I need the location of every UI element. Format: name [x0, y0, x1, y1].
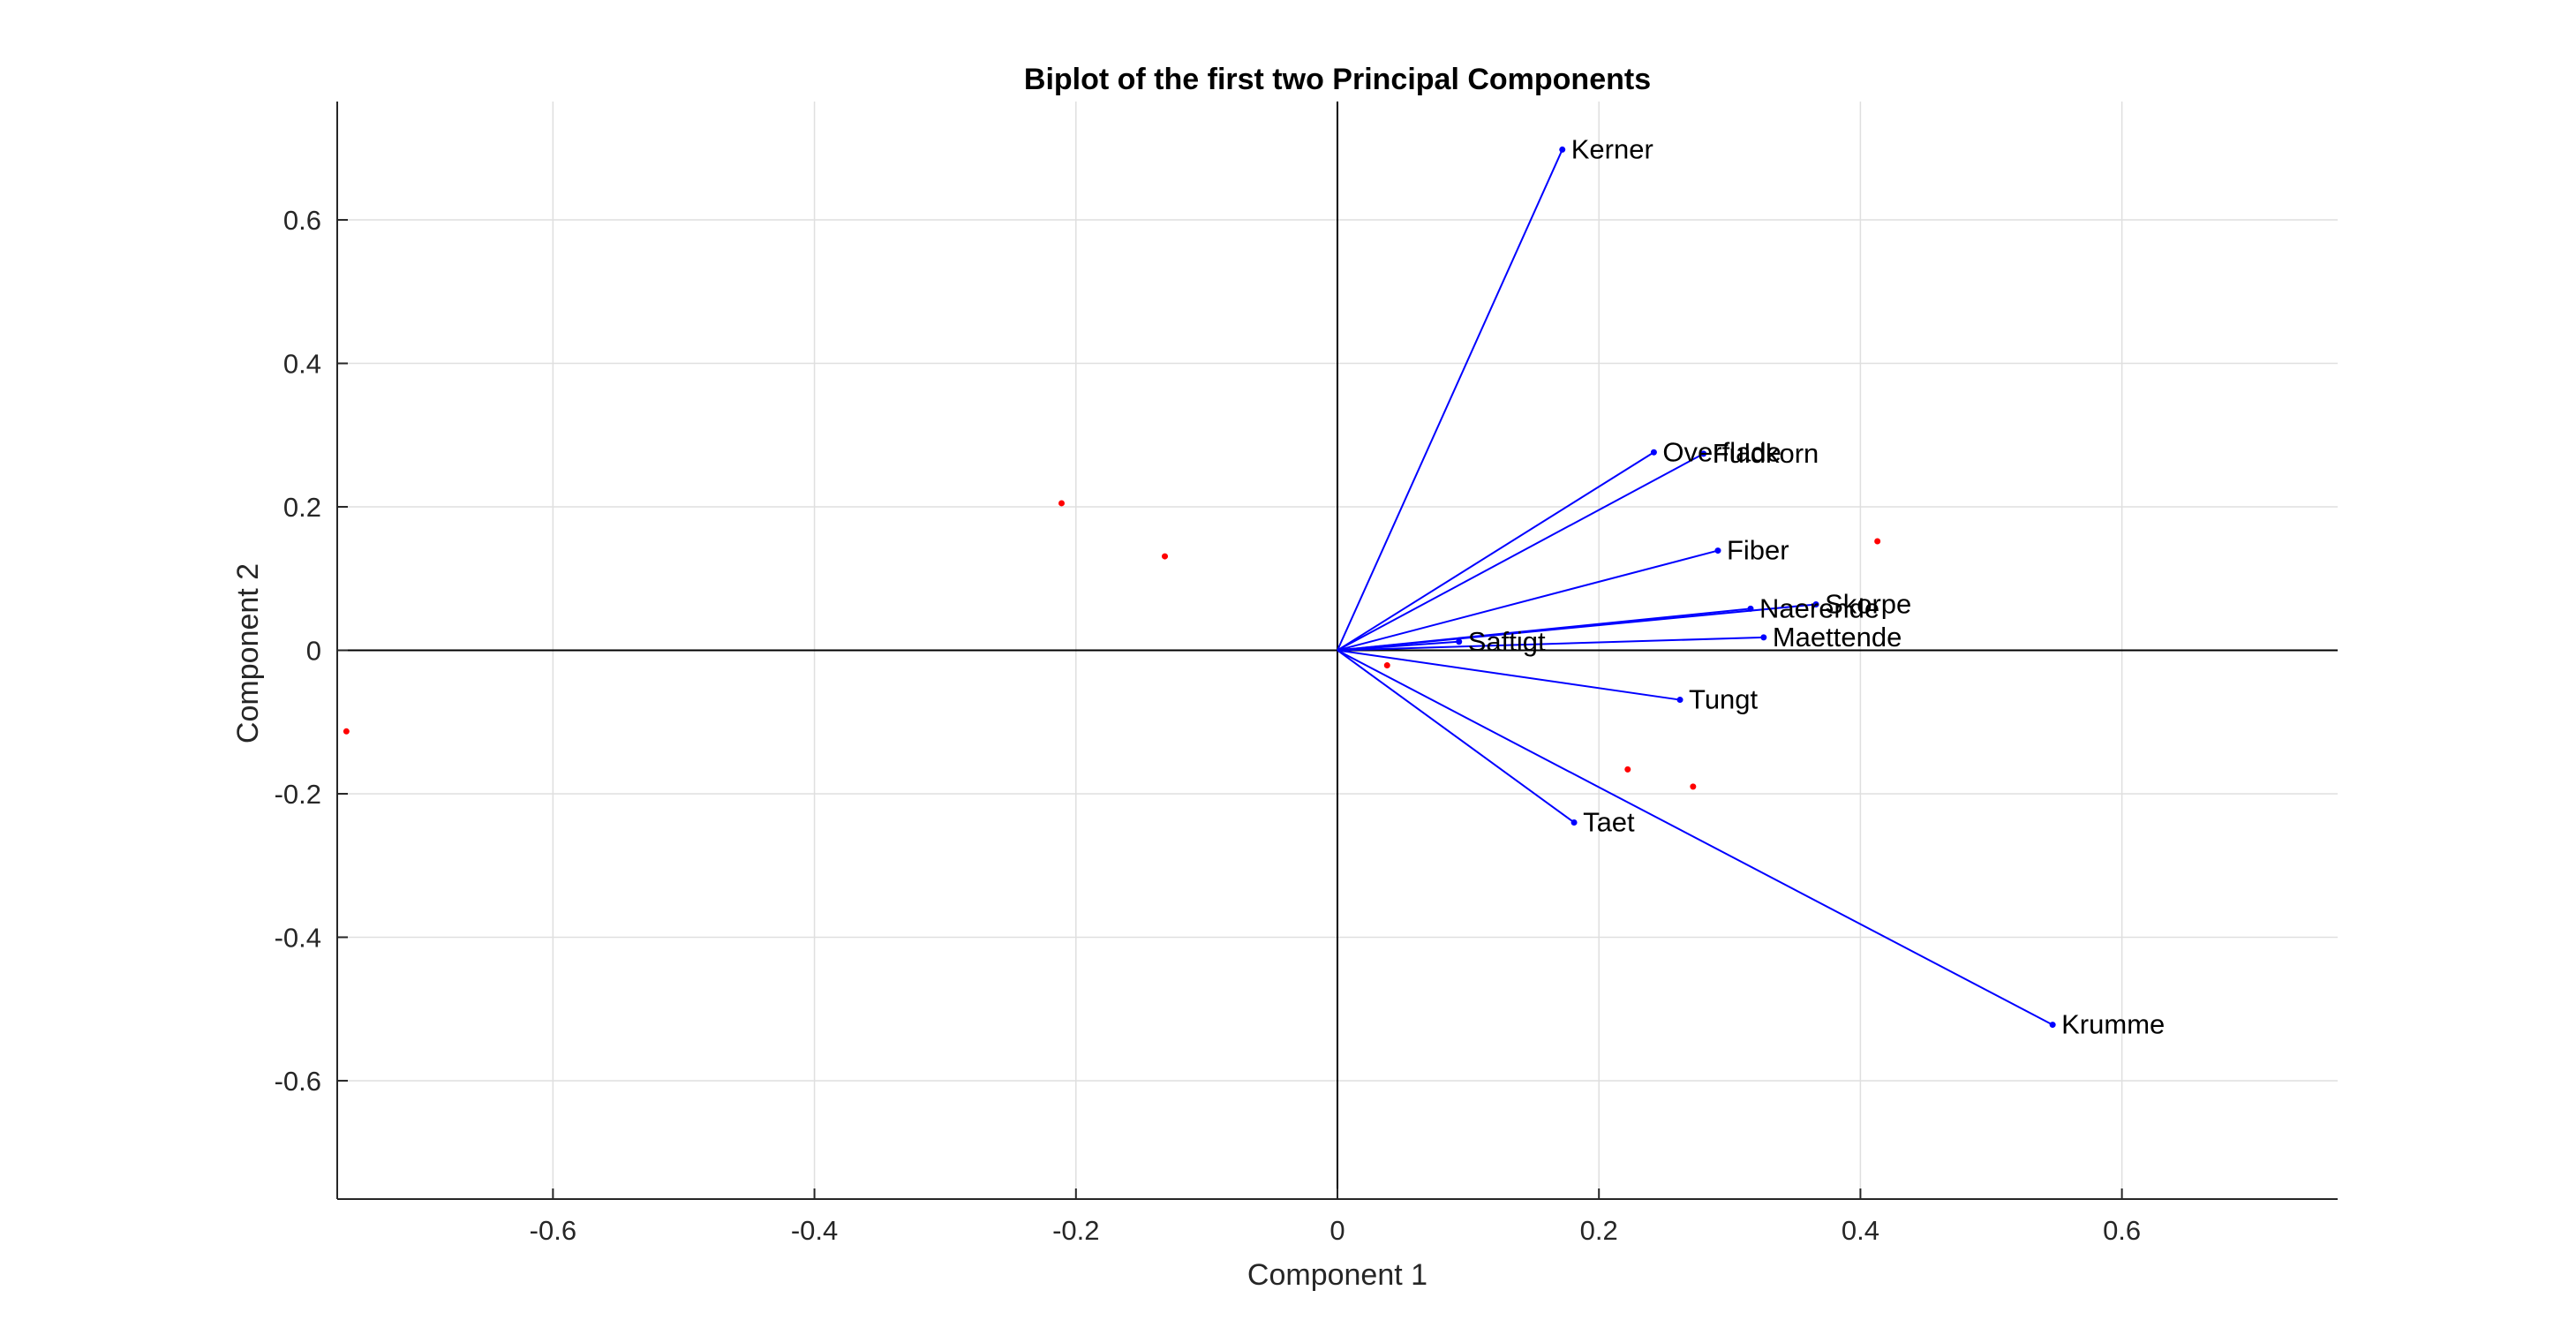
loading-vector-tip	[1676, 697, 1683, 704]
loading-vector-krumme	[1337, 649, 2053, 1026]
score-point	[1383, 662, 1390, 669]
loading-vector-skorpe	[1337, 603, 1817, 652]
vector-label-kerner: Kerner	[1571, 133, 1653, 164]
x-axis-label: Component 1	[1247, 1258, 1427, 1292]
x-tick-label: 0.6	[2103, 1215, 2141, 1246]
loading-vector-tip	[2049, 1022, 2056, 1029]
y-tick-label: 0.4	[283, 349, 321, 380]
loading-vector-kerner	[1337, 149, 1563, 651]
vector-label-maettende: Maettende	[1773, 622, 1902, 653]
x-tick-label: -0.6	[530, 1215, 576, 1246]
loading-vector-tip	[1559, 146, 1566, 153]
loading-vector-maettende	[1337, 636, 1764, 652]
loading-vector-tungt	[1337, 649, 1681, 701]
loading-vector-fuldkorn	[1337, 453, 1705, 652]
x-tick-label: 0.4	[1842, 1215, 1879, 1246]
y-tick-label: 0	[306, 636, 321, 667]
y-tick-label: -0.2	[275, 779, 321, 810]
y-tick-label: -0.4	[275, 922, 321, 953]
score-point	[343, 728, 350, 735]
loading-vector-tip	[1812, 601, 1819, 608]
score-point	[1058, 500, 1065, 507]
loading-vector-overflade	[1337, 451, 1654, 652]
y-tick-label: -0.6	[275, 1066, 321, 1097]
loading-vector-tip	[1700, 450, 1707, 457]
x-tick-label: 0	[1329, 1215, 1344, 1246]
loading-vector-taet	[1337, 649, 1575, 824]
vector-label-saftigt: Saftigt	[1468, 626, 1546, 657]
y-tick-label: 0.6	[283, 205, 321, 236]
vector-label-fiber: Fiber	[1727, 535, 1789, 566]
score-point	[1624, 766, 1631, 773]
loading-vector-tip	[1760, 634, 1767, 641]
loading-vectors	[1337, 146, 2056, 1029]
vector-label-krumme: Krumme	[2061, 1009, 2165, 1040]
loading-vector-fiber	[1337, 549, 1719, 652]
loading-vector-tip	[1650, 449, 1657, 456]
vector-label-overflade: Overflade	[1662, 436, 1781, 467]
vector-label-naerende: Naerende	[1759, 592, 1879, 623]
x-tick-label: 0.2	[1580, 1215, 1618, 1246]
tick-labels: -0.6 -0.4 -0.2 0 0.2 0.4 0.6 -0.6 -0.4 -0.2 0 0.2 0.…	[275, 205, 2142, 1246]
y-axis-label: Component 2	[231, 563, 265, 743]
vector-label-skorpe: Skorpe	[1825, 589, 1911, 620]
loading-vector-tip	[1714, 547, 1721, 555]
loading-vector-tip	[1570, 819, 1578, 826]
score-point	[1874, 538, 1881, 545]
vector-label-tungt: Tungt	[1689, 684, 1759, 715]
vector-label-fuldkorn: Fuldkorn	[1713, 438, 1819, 469]
y-tick-label: 0.2	[283, 492, 321, 523]
score-point	[1162, 553, 1169, 560]
loading-vector-saftigt	[1337, 640, 1459, 652]
x-tick-label: -0.4	[791, 1215, 838, 1246]
vector-label-taet: Taet	[1583, 806, 1635, 837]
x-tick-label: -0.2	[1052, 1215, 1099, 1246]
axes	[336, 102, 2338, 1200]
chart-title: Biplot of the first two Principal Compon…	[1024, 63, 1651, 96]
loading-vector-tip	[1456, 638, 1463, 645]
score-points	[343, 500, 1881, 790]
score-point	[1690, 783, 1697, 790]
